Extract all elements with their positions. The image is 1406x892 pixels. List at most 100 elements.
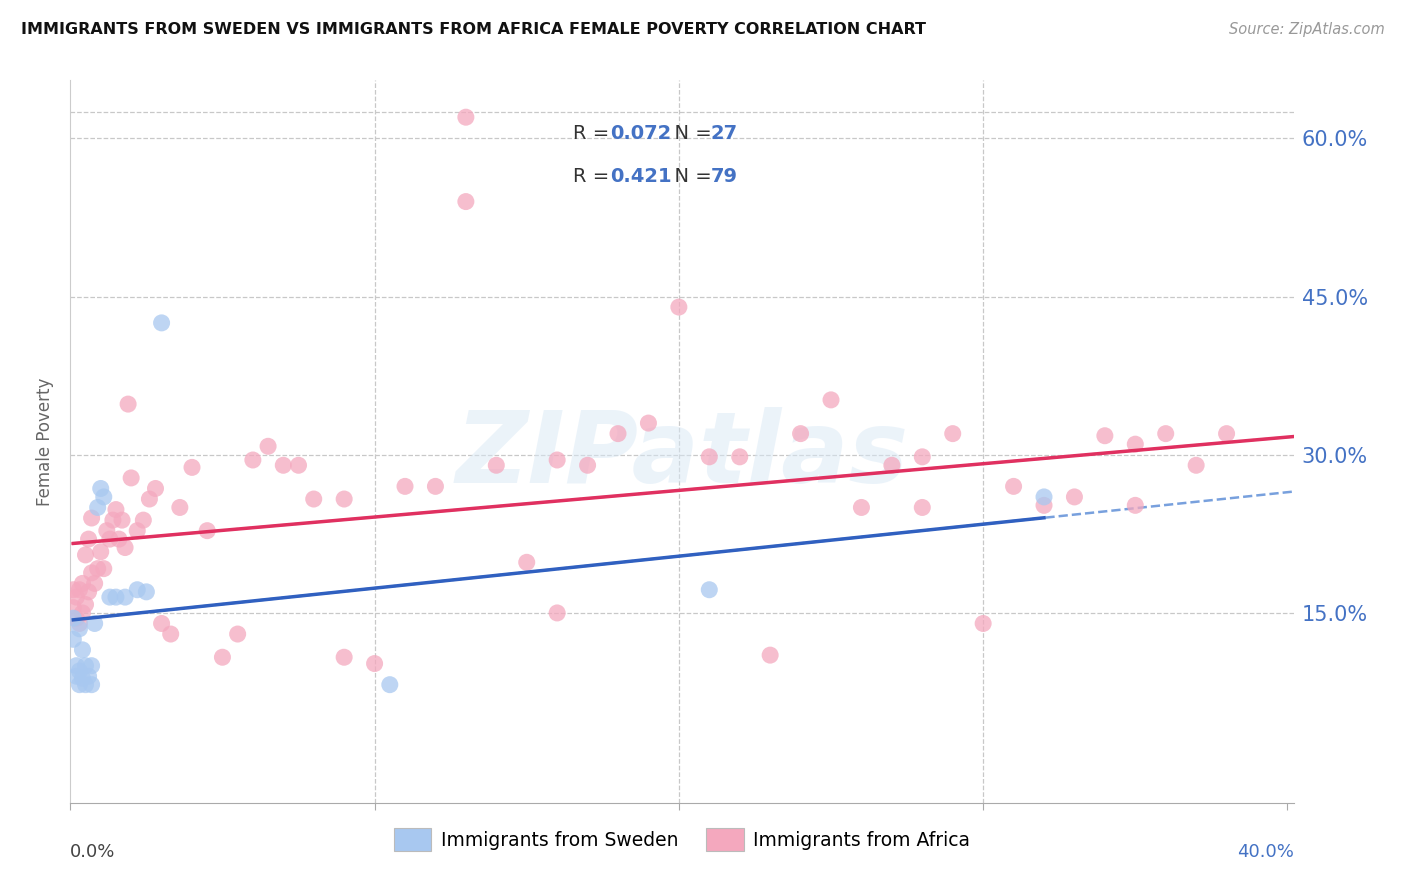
Point xyxy=(104,590,127,604)
Point xyxy=(72,643,94,657)
Point xyxy=(93,561,115,575)
Point xyxy=(104,502,127,516)
Point xyxy=(1002,479,1025,493)
Point xyxy=(425,479,447,493)
Point xyxy=(114,590,136,604)
Point xyxy=(80,511,103,525)
Point xyxy=(697,582,720,597)
Point xyxy=(132,513,155,527)
Point xyxy=(1033,499,1056,513)
Point xyxy=(195,524,218,538)
Point xyxy=(67,582,90,597)
Point xyxy=(67,616,90,631)
Point xyxy=(1215,426,1237,441)
Point xyxy=(111,513,134,527)
Point xyxy=(86,500,108,515)
Point xyxy=(333,491,356,506)
Legend: Immigrants from Sweden, Immigrants from Africa: Immigrants from Sweden, Immigrants from … xyxy=(387,821,977,858)
Point xyxy=(108,532,131,546)
Point xyxy=(96,524,118,538)
Point xyxy=(72,671,94,685)
Point xyxy=(271,458,294,473)
Point xyxy=(72,606,94,620)
Point xyxy=(668,300,690,314)
Point xyxy=(127,524,149,538)
Point xyxy=(120,471,142,485)
Point xyxy=(226,627,249,641)
Point xyxy=(697,450,720,464)
Point xyxy=(454,194,477,209)
Point xyxy=(90,482,112,496)
Point xyxy=(1033,490,1056,504)
Y-axis label: Female Poverty: Female Poverty xyxy=(37,377,55,506)
Point xyxy=(72,576,94,591)
Text: N =: N = xyxy=(662,124,717,144)
Point xyxy=(607,426,630,441)
Point xyxy=(65,669,87,683)
Text: 0.072: 0.072 xyxy=(610,124,671,144)
Point xyxy=(77,585,100,599)
Point xyxy=(65,590,87,604)
Point xyxy=(62,600,84,615)
Point xyxy=(67,664,90,678)
Point xyxy=(394,479,416,493)
Point xyxy=(65,611,87,625)
Point xyxy=(80,678,103,692)
Text: N =: N = xyxy=(662,167,717,186)
Point xyxy=(1154,426,1177,441)
Point xyxy=(820,392,842,407)
Text: 0.421: 0.421 xyxy=(610,167,671,186)
Point xyxy=(789,426,811,441)
Point xyxy=(1094,428,1116,442)
Point xyxy=(150,616,173,631)
Text: 27: 27 xyxy=(711,124,738,144)
Point xyxy=(114,541,136,555)
Point xyxy=(546,606,568,620)
Point xyxy=(942,426,965,441)
Point xyxy=(485,458,508,473)
Point xyxy=(302,491,325,506)
Point xyxy=(1063,490,1085,504)
Point xyxy=(77,669,100,683)
Point xyxy=(1185,458,1208,473)
Point xyxy=(75,548,97,562)
Text: IMMIGRANTS FROM SWEDEN VS IMMIGRANTS FROM AFRICA FEMALE POVERTY CORRELATION CHAR: IMMIGRANTS FROM SWEDEN VS IMMIGRANTS FRO… xyxy=(21,22,927,37)
Point xyxy=(257,439,280,453)
Point xyxy=(378,678,401,692)
Point xyxy=(1123,437,1146,451)
Point xyxy=(65,658,87,673)
Point xyxy=(83,576,105,591)
Point xyxy=(117,397,139,411)
Point xyxy=(287,458,309,473)
Point xyxy=(75,598,97,612)
Point xyxy=(972,616,994,631)
Point xyxy=(333,650,356,665)
Point xyxy=(67,622,90,636)
Text: 40.0%: 40.0% xyxy=(1237,843,1294,861)
Point xyxy=(67,678,90,692)
Point xyxy=(90,545,112,559)
Point xyxy=(911,500,934,515)
Point xyxy=(75,678,97,692)
Point xyxy=(135,585,157,599)
Point xyxy=(93,490,115,504)
Point xyxy=(576,458,599,473)
Point xyxy=(728,450,751,464)
Text: 79: 79 xyxy=(711,167,738,186)
Point xyxy=(169,500,191,515)
Point xyxy=(211,650,233,665)
Point xyxy=(546,453,568,467)
Point xyxy=(242,453,264,467)
Text: R =: R = xyxy=(574,167,616,186)
Point xyxy=(83,616,105,631)
Point xyxy=(86,561,108,575)
Point xyxy=(62,632,84,647)
Point xyxy=(145,482,167,496)
Text: R =: R = xyxy=(574,124,616,144)
Point xyxy=(101,513,124,527)
Point xyxy=(911,450,934,464)
Point xyxy=(181,460,204,475)
Point xyxy=(637,416,659,430)
Point xyxy=(98,532,121,546)
Point xyxy=(80,658,103,673)
